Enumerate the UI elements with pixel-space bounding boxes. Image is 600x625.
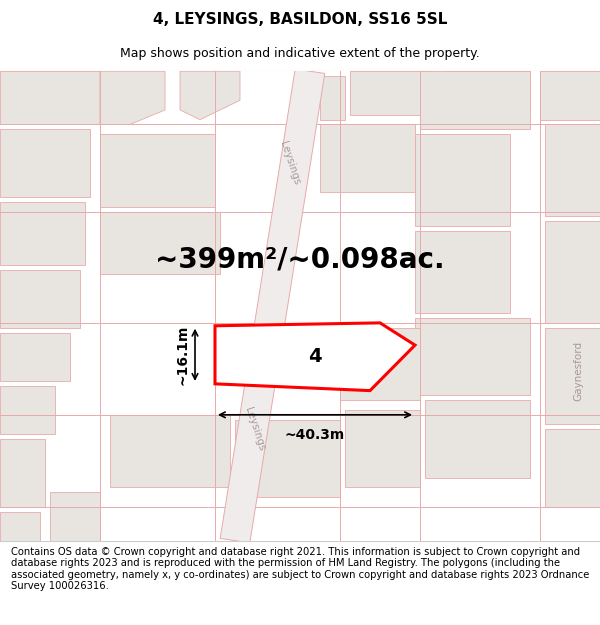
Polygon shape <box>100 212 220 274</box>
Polygon shape <box>0 332 70 381</box>
Text: 4: 4 <box>308 348 322 366</box>
Text: ~399m²/~0.098ac.: ~399m²/~0.098ac. <box>155 246 445 274</box>
Polygon shape <box>0 129 90 197</box>
Polygon shape <box>0 71 100 124</box>
Polygon shape <box>425 400 530 478</box>
Text: 4, LEYSINGS, BASILDON, SS16 5SL: 4, LEYSINGS, BASILDON, SS16 5SL <box>153 12 447 28</box>
Polygon shape <box>345 410 420 488</box>
Polygon shape <box>0 439 45 507</box>
Polygon shape <box>415 318 530 396</box>
Polygon shape <box>445 71 530 110</box>
Polygon shape <box>320 124 415 192</box>
Text: Leysings: Leysings <box>278 140 302 186</box>
Polygon shape <box>350 71 430 115</box>
Polygon shape <box>180 71 240 119</box>
Polygon shape <box>100 71 165 124</box>
Polygon shape <box>540 71 600 119</box>
Text: Contains OS data © Crown copyright and database right 2021. This information is : Contains OS data © Crown copyright and d… <box>11 546 589 591</box>
Polygon shape <box>545 221 600 323</box>
Polygon shape <box>545 429 600 507</box>
Polygon shape <box>0 269 80 328</box>
Polygon shape <box>415 134 510 226</box>
Polygon shape <box>415 231 510 313</box>
Text: Leysings: Leysings <box>243 406 267 452</box>
Text: Map shows position and indicative extent of the property.: Map shows position and indicative extent… <box>120 47 480 60</box>
Polygon shape <box>0 512 40 541</box>
Polygon shape <box>545 124 600 216</box>
Polygon shape <box>110 415 230 488</box>
Polygon shape <box>340 328 420 400</box>
Polygon shape <box>545 328 600 424</box>
Text: ~16.1m: ~16.1m <box>176 324 190 385</box>
Polygon shape <box>100 134 215 207</box>
Polygon shape <box>235 419 340 497</box>
Polygon shape <box>0 202 85 265</box>
Polygon shape <box>220 69 325 543</box>
Polygon shape <box>50 492 100 541</box>
Polygon shape <box>420 71 530 129</box>
Text: ~40.3m: ~40.3m <box>285 428 345 442</box>
Polygon shape <box>320 76 345 119</box>
Text: Gaynesford: Gaynesford <box>573 341 583 401</box>
Polygon shape <box>215 323 415 391</box>
Polygon shape <box>0 386 55 434</box>
